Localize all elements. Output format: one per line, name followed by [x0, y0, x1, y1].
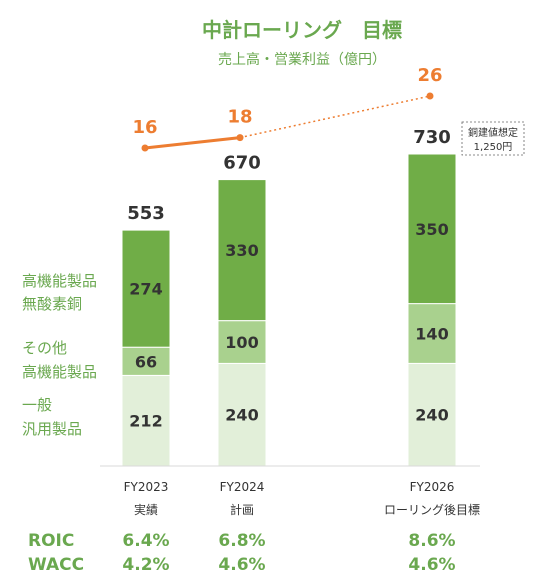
bar-value-label: 274: [129, 280, 162, 299]
bar-value-label: 212: [129, 412, 162, 431]
segment-label-general: 汎用製品: [22, 420, 82, 438]
chart-subtitle: 売上高・営業利益（億円）: [218, 51, 386, 68]
segment-label-high_function: 高機能製品: [22, 272, 97, 290]
bar-other-0: [121, 346, 171, 376]
bar-total-label: 670: [223, 153, 261, 174]
chart-title: 中計ローリング 目標: [202, 18, 402, 42]
bar-value-label: 350: [415, 220, 448, 239]
copper-price-note: 銅建値想定 1,250円: [461, 121, 525, 156]
profit-point: [141, 144, 149, 152]
bar-value-label: 140: [415, 325, 448, 344]
metric-value: 4.6%: [218, 555, 265, 575]
segment-label-other: 高機能製品: [22, 363, 97, 381]
category-labels: FY2023 実績 FY2024 計画 FY2026 ローリング後目標: [124, 480, 480, 517]
bar-high_function-2: [407, 153, 457, 305]
segment-label-other: その他: [22, 339, 67, 357]
metric-value: 4.6%: [408, 555, 455, 575]
metrics-table: ROIC 6.4% 6.8% 8.6% WACC 4.2% 4.6% 4.6%: [28, 531, 456, 575]
bar-value-label: 240: [225, 406, 258, 425]
metric-value: 6.4%: [122, 531, 169, 551]
profit-point: [236, 134, 244, 142]
profit-line-dotted: [239, 95, 431, 139]
profit-value-label: 18: [227, 107, 252, 128]
bar-general-1: [217, 362, 267, 467]
bar-high_function-0: [121, 229, 171, 348]
category-label: 計画: [230, 502, 254, 517]
bar-value-label: 240: [415, 406, 448, 425]
bar-total-label: 730: [413, 127, 451, 148]
metric-label-roic: ROIC: [28, 531, 74, 551]
metric-value: 4.2%: [122, 555, 169, 575]
segment-label-high_function: 無酸素銅: [22, 295, 82, 313]
note-text: 銅建値想定: [468, 126, 518, 139]
operating-profit-group: 16 18 26: [132, 65, 443, 152]
category-label: FY2024: [220, 480, 265, 494]
bar-other-1: [217, 320, 267, 364]
profit-point: [426, 92, 434, 100]
segment-label-general: 一般: [22, 396, 52, 414]
category-label: FY2026: [410, 480, 455, 494]
category-label: 実績: [134, 502, 158, 517]
note-box: [461, 121, 525, 156]
bar-value-label: 330: [225, 241, 258, 260]
note-text: 1,250円: [474, 142, 513, 153]
bar-value-label: 66: [135, 352, 157, 371]
category-label: FY2023: [124, 480, 169, 494]
metric-value: 6.8%: [218, 531, 265, 551]
bar-total-label: 553: [127, 203, 165, 224]
bar-general-0: [121, 374, 171, 467]
bar-other-2: [407, 303, 457, 364]
metric-label-wacc: WACC: [28, 555, 84, 575]
bar-value-label: 100: [225, 333, 258, 352]
bars-group: 212 66 274 553 240 100 330 670 240 140 350 730: [121, 127, 457, 467]
bar-high_function-1: [217, 179, 267, 322]
metric-value: 8.6%: [408, 531, 455, 551]
profit-value-label: 26: [417, 65, 442, 86]
profit-line-solid: [144, 136, 241, 150]
category-label: ローリング後目標: [384, 503, 480, 517]
profit-value-label: 16: [132, 117, 157, 138]
